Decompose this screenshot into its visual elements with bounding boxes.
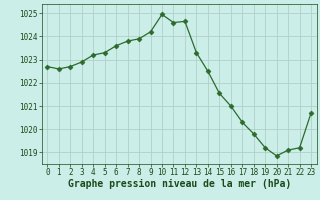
X-axis label: Graphe pression niveau de la mer (hPa): Graphe pression niveau de la mer (hPa) bbox=[68, 179, 291, 189]
